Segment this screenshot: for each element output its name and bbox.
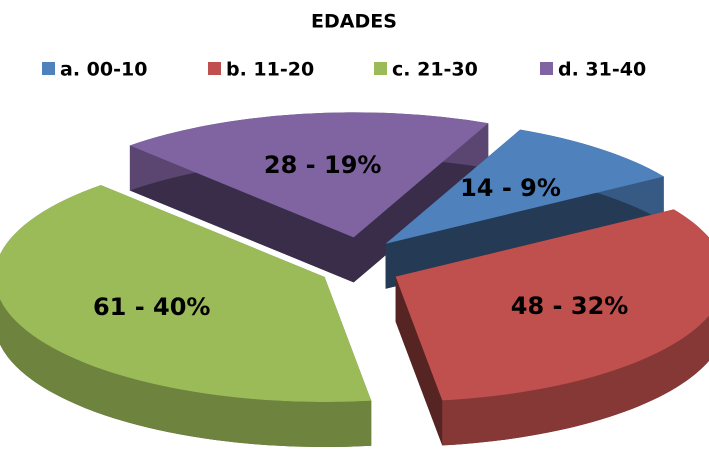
slice-wall	[129, 145, 354, 283]
legend-label: c. 21-30	[392, 59, 478, 81]
chart-title: EDADES	[311, 11, 397, 33]
slice-wall	[385, 176, 664, 289]
slice-wall	[395, 276, 443, 446]
slice	[385, 129, 664, 289]
legend-label: d. 31-40	[558, 59, 646, 81]
slice-top	[0, 185, 372, 403]
slice-top	[385, 129, 664, 244]
data-label: 48 - 32%	[511, 292, 629, 320]
legend-swatch	[208, 62, 221, 75]
slice-side	[442, 209, 709, 446]
legend-swatch	[540, 62, 553, 75]
slice	[0, 185, 372, 448]
data-label: 28 - 19%	[264, 151, 382, 179]
data-label: 61 - 40%	[93, 293, 211, 321]
legend-swatch	[42, 62, 55, 75]
slice-top	[395, 209, 709, 401]
slice	[395, 209, 709, 446]
data-label: 14 - 9%	[460, 174, 561, 202]
slice	[129, 112, 489, 283]
legend-swatch	[374, 62, 387, 75]
legend-label: b. 11-20	[226, 59, 314, 81]
legend-label: a. 00-10	[60, 59, 147, 81]
slice-top	[129, 112, 489, 238]
slice-side	[0, 185, 372, 448]
